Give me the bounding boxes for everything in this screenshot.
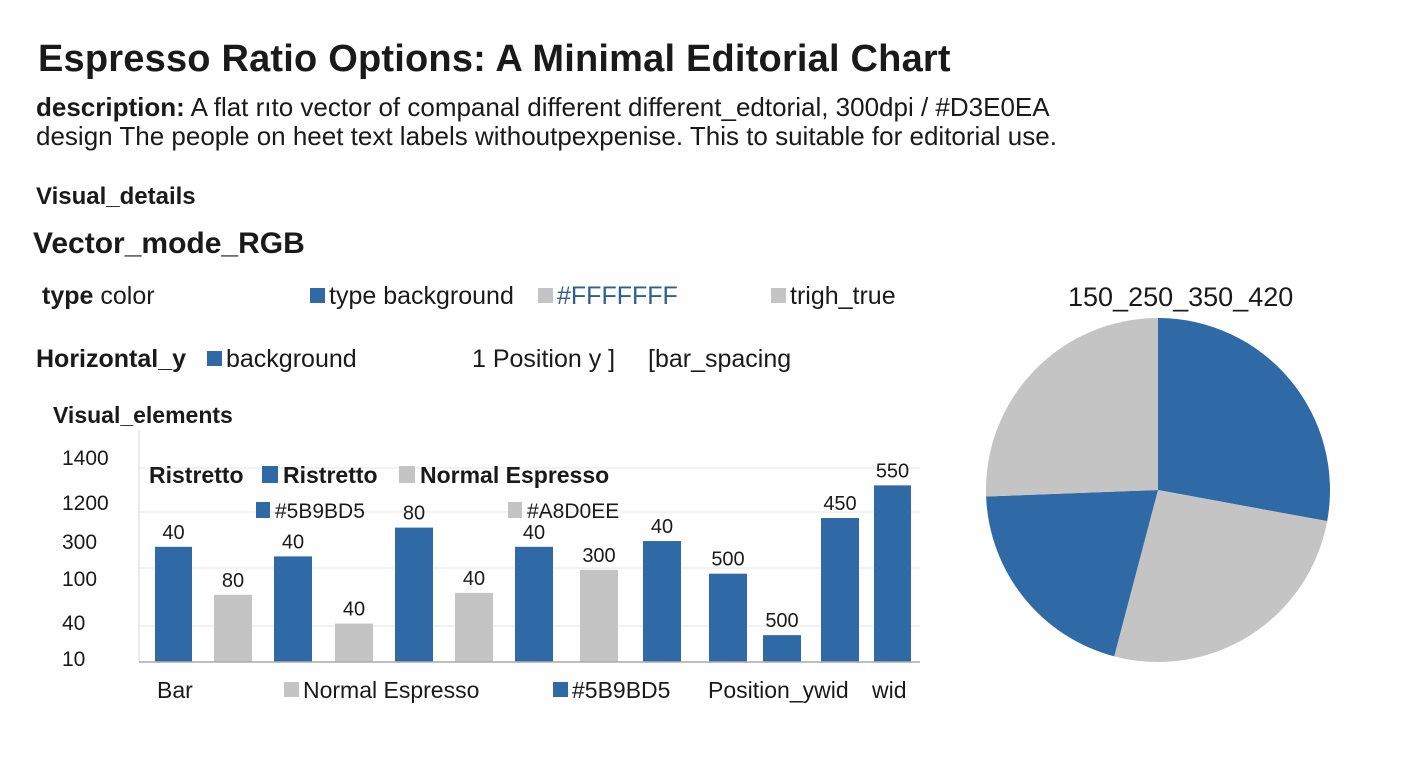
y-tick-label: 300	[62, 531, 97, 554]
bar	[335, 623, 373, 662]
bar-value-label: 40	[343, 599, 365, 621]
bar	[763, 635, 801, 662]
bottom-normal-espresso-text: Normal Espresso	[303, 677, 480, 703]
type-value: color	[100, 282, 155, 310]
visual-details-heading: Visual_details	[36, 183, 196, 210]
bottom-label-position: Position_ywid	[708, 677, 849, 703]
trigh-true-item: trigh_true	[771, 282, 896, 311]
bar	[214, 594, 252, 662]
hex-white-item: #FFFFFFF	[538, 282, 678, 311]
blue-swatch	[207, 350, 222, 366]
y-tick-label: 100	[62, 568, 97, 591]
bar-value-label: 40	[162, 522, 184, 544]
bar-value-label: 80	[222, 570, 244, 592]
bar	[580, 569, 618, 662]
bar-value-label: 40	[523, 522, 545, 544]
bottom-label-wid: wid	[872, 677, 907, 703]
legend-hex-a-swatch	[256, 502, 270, 518]
hex-white-label: #FFFFFFF	[557, 282, 678, 310]
bottom-label-normal-espresso: Normal Espresso	[284, 677, 479, 704]
bar-value-label: 40	[651, 516, 673, 538]
pie-chart-slices	[985, 318, 1330, 662]
bar-value-label: 450	[823, 493, 856, 515]
description-line-1: A flat rıto vector of companal different…	[190, 92, 1050, 122]
legend-hex-a-label: #5B9BD5	[275, 500, 365, 523]
blue-swatch	[310, 287, 325, 303]
bar-value-label: 500	[711, 549, 744, 571]
pie-slice	[1114, 490, 1328, 662]
y-tick-label: 1200	[62, 492, 109, 515]
gray-swatch	[771, 287, 786, 303]
bar-value-label: 550	[876, 460, 909, 482]
bar-chart-legend: Ristretto Ristretto Normal Espresso #5B9…	[149, 462, 619, 523]
bar-value-label: 40	[282, 531, 304, 553]
pie-chart-title: 150_250_350_420	[1068, 282, 1294, 312]
description-line-2: design The people on heet text labels wi…	[36, 121, 1057, 151]
bar	[643, 541, 681, 662]
gray-swatch	[284, 682, 299, 698]
legend-ristretto-plain: Ristretto	[149, 462, 244, 488]
legend-normal-espresso-label: Normal Espresso	[420, 462, 609, 488]
bar-chart-y-ticks: 1400 1200 300 100 40 10	[62, 447, 109, 671]
blue-swatch	[553, 682, 568, 698]
legend-ristretto-label: Ristretto	[283, 462, 378, 488]
bar-chart-bars: 40 80 40 40 80 40 40 300 40 500 500 450 550	[155, 460, 911, 662]
legend-ristretto-swatch	[262, 466, 278, 483]
bar-spacing-text: [bar_spacing	[648, 345, 792, 373]
y-tick-label: 1400	[62, 447, 109, 470]
bar-chart: 1400 1200 300 100 40 10 Ristretto Ristretto N…	[62, 430, 920, 671]
description-label: description:	[36, 92, 185, 122]
type-background-item: type background	[310, 282, 514, 311]
pie-chart	[985, 318, 1330, 662]
position-text: 1 Position y ]	[472, 345, 616, 373]
bar-value-label: 80	[403, 503, 425, 525]
bar	[709, 573, 747, 662]
gray-swatch	[538, 287, 553, 303]
bar-value-label: 500	[765, 610, 798, 632]
type-background-label: type background	[329, 282, 514, 310]
bar	[274, 556, 312, 662]
bar-value-label: 300	[582, 545, 615, 567]
trigh-true-label: trigh_true	[790, 282, 896, 310]
bar	[515, 546, 553, 662]
bar-value-label: 40	[463, 568, 485, 590]
bar	[395, 527, 433, 662]
bar	[155, 546, 192, 662]
bottom-label-hex: #5B9BD5	[553, 677, 670, 704]
pie-slice	[985, 318, 1158, 497]
background-item: background	[207, 345, 357, 374]
vector-mode-heading: Vector_mode_RGB	[33, 227, 305, 260]
bar	[874, 485, 911, 662]
legend-normal-espresso-swatch	[399, 466, 415, 483]
bar	[821, 518, 859, 662]
pie-slice	[1158, 318, 1330, 522]
y-tick-label: 10	[62, 648, 85, 671]
horizontal-row: Horizontal_y	[36, 345, 186, 374]
horizontal-label: Horizontal_y	[36, 345, 187, 373]
pie-slice	[986, 490, 1158, 657]
bottom-label-bar: Bar	[157, 677, 193, 703]
type-row: type color	[42, 282, 155, 311]
legend-hex-b-swatch	[508, 502, 522, 518]
background-label: background	[226, 345, 357, 373]
visual-elements-heading: Visual_elements	[53, 402, 233, 428]
bar	[455, 592, 493, 662]
y-tick-label: 40	[62, 612, 85, 635]
description: description: A flat rıto vector of compa…	[36, 93, 1276, 151]
bottom-hex-text: #5B9BD5	[572, 677, 671, 703]
legend-hex-b-label: #A8D0EE	[527, 500, 619, 523]
type-label: type	[42, 282, 94, 310]
page-title: Espresso Ratio Options: A Minimal Editor…	[38, 38, 951, 80]
